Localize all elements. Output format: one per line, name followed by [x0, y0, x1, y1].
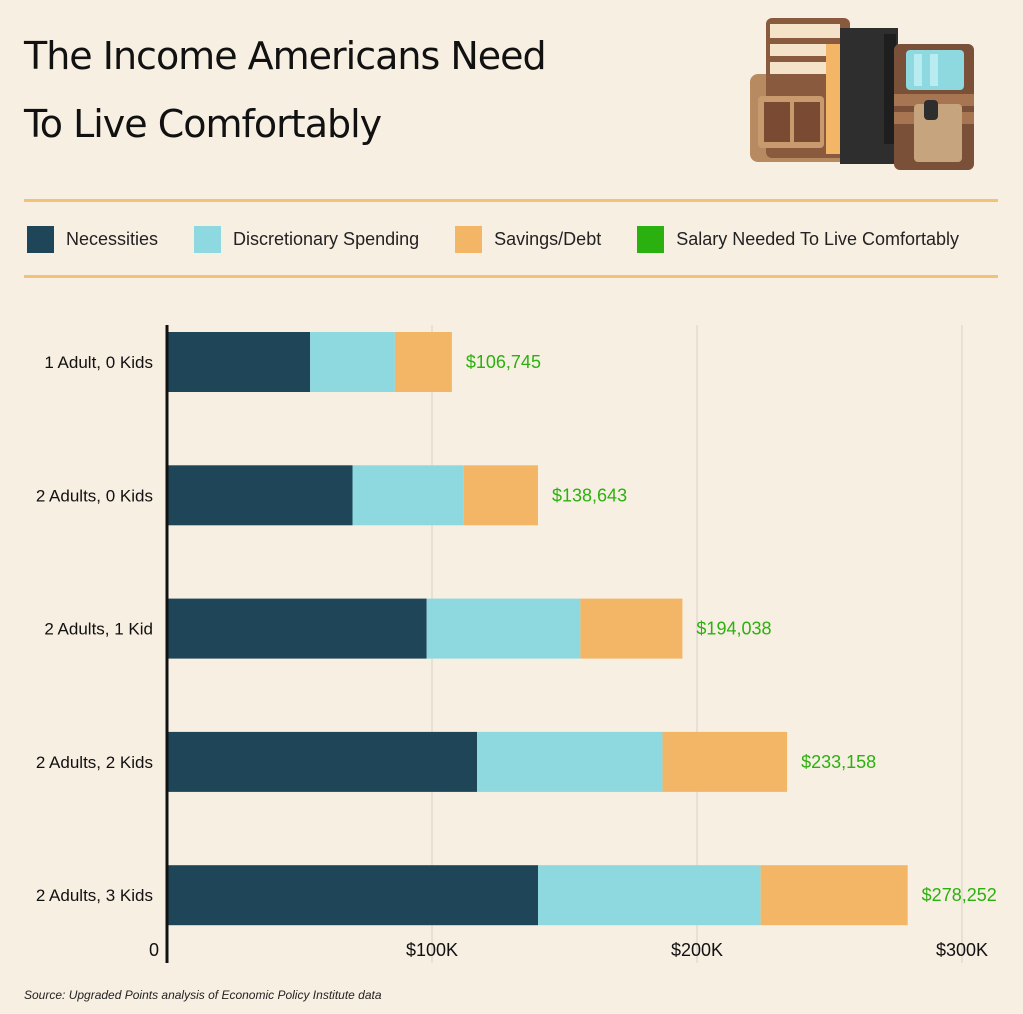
legend-label-salary: Salary Needed To Live Comfortably	[676, 228, 960, 249]
category-label-1: 2 Adults, 0 Kids	[36, 486, 153, 505]
source-note: Source: Upgraded Points analysis of Econ…	[24, 988, 382, 1002]
bar-3-0	[167, 731, 478, 792]
wallet-icon	[750, 18, 974, 170]
bar-3-1	[477, 731, 663, 792]
bar-2-0	[167, 598, 427, 659]
total-label-2: $194,038	[696, 619, 771, 639]
bar-1-0	[167, 465, 353, 526]
title-line-1: The Income Americans Need	[24, 34, 547, 78]
total-label-3: $233,158	[801, 752, 876, 772]
bar-1-2	[463, 465, 538, 526]
chart-title: The Income Americans Need To Live Comfor…	[24, 22, 547, 158]
top-divider	[24, 199, 998, 202]
total-label-0: $106,745	[466, 352, 541, 372]
bar-4-1	[538, 865, 761, 926]
bar-0-0	[167, 332, 311, 392]
legend-swatch-necessities	[27, 225, 54, 253]
bar-0-1	[310, 332, 395, 392]
category-label-4: 2 Adults, 3 Kids	[36, 886, 153, 905]
wallet-illustration	[750, 18, 974, 170]
title-line-2: To Live Comfortably	[24, 102, 382, 146]
total-label-1: $138,643	[552, 485, 627, 505]
category-label-2: 2 Adults, 1 Kid	[44, 620, 153, 639]
bar-4-2	[760, 865, 908, 926]
legend-label-necessities: Necessities	[66, 228, 159, 249]
legend: Necessities Discretionary Spending Savin…	[27, 225, 959, 253]
legend-label-savings: Savings/Debt	[494, 228, 602, 249]
legend-swatch-discretionary	[194, 225, 222, 253]
x-tick-label-3: $300K	[936, 940, 988, 960]
category-label-3: 2 Adults, 2 Kids	[36, 753, 153, 772]
x-tick-label-1: $100K	[406, 940, 458, 960]
legend-label-discretionary: Discretionary Spending	[233, 228, 420, 249]
x-tick-label-2: $200K	[671, 940, 723, 960]
legend-swatch-savings	[455, 225, 483, 253]
bar-1-1	[352, 465, 464, 526]
legend-item-savings: Savings/Debt	[455, 225, 602, 253]
legend-swatch-salary	[637, 225, 665, 253]
category-label-0: 1 Adult, 0 Kids	[44, 353, 153, 372]
total-label-4: $278,252	[922, 885, 997, 905]
bar-4-0	[167, 865, 538, 926]
bar-2-1	[426, 598, 581, 659]
bar-0-2	[394, 332, 452, 392]
x-tick-label-0: 0	[149, 940, 159, 960]
legend-item-salary: Salary Needed To Live Comfortably	[637, 225, 960, 253]
legend-item-necessities: Necessities	[27, 225, 159, 253]
bottom-divider	[24, 275, 998, 278]
bar-2-2	[580, 598, 683, 659]
legend-item-discretionary: Discretionary Spending	[194, 225, 420, 253]
bar-3-2	[662, 731, 788, 792]
